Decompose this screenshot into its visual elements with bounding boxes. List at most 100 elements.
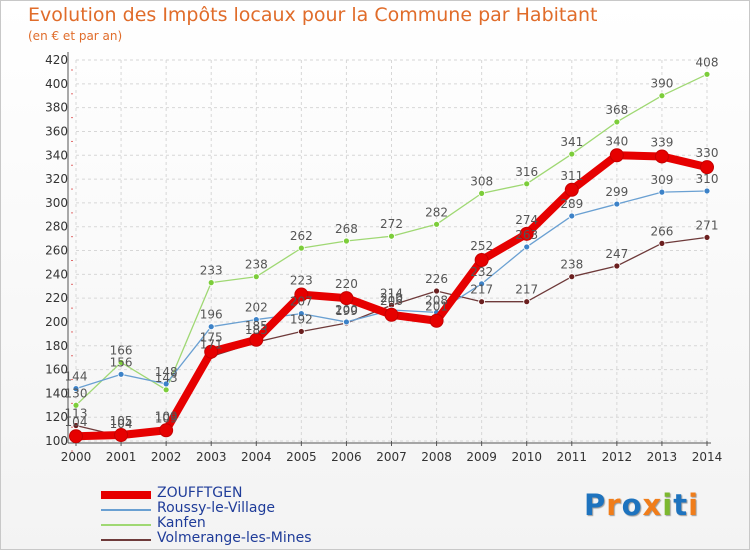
- x-tick-label: 2002: [151, 450, 182, 464]
- y-tick-label: 340: [45, 148, 68, 162]
- data-point: [252, 273, 260, 281]
- data-label-volmerange-les-mines: 226: [425, 272, 448, 286]
- data-label-volmerange-les-mines: 171: [200, 337, 223, 351]
- data-label-zoufftgen: 223: [290, 274, 313, 288]
- data-point: [523, 180, 531, 188]
- data-point: [564, 182, 579, 197]
- data-label-zoufftgen: 220: [335, 277, 358, 291]
- data-label-volmerange-les-mines: 183: [245, 323, 268, 337]
- data-point: [523, 298, 531, 306]
- data-point: [297, 310, 305, 318]
- data-label-kanfen: 143: [155, 371, 178, 385]
- legend-label: Kanfen: [157, 515, 206, 531]
- y-tick-label: 100: [45, 434, 68, 448]
- data-point: [297, 328, 305, 335]
- data-label-roussy-le-village: 156: [110, 355, 133, 369]
- y-tick-label: 240: [45, 267, 68, 281]
- x-tick-label: 2004: [241, 450, 272, 464]
- data-label-kanfen: 166: [110, 343, 133, 357]
- data-point: [613, 118, 621, 126]
- y-tick-label: 180: [45, 339, 68, 353]
- x-tick-label: 2001: [106, 450, 137, 464]
- data-label-zoufftgen: 340: [605, 134, 628, 148]
- data-label-roussy-le-village: 144: [65, 370, 88, 384]
- legend-label: Volmerange-les-Mines: [157, 530, 312, 546]
- data-point: [568, 150, 576, 158]
- data-label-zoufftgen: 274: [515, 213, 538, 227]
- data-label-roussy-le-village: 200: [335, 303, 358, 317]
- data-label-volmerange-les-mines: 214: [380, 286, 403, 300]
- data-label-kanfen: 272: [380, 217, 403, 231]
- data-point: [388, 232, 395, 240]
- y-tick-label: 260: [45, 244, 68, 258]
- data-label-kanfen: 408: [696, 55, 719, 69]
- data-point: [297, 244, 305, 252]
- data-label-kanfen: 238: [245, 258, 268, 272]
- data-point: [207, 323, 215, 331]
- data-point: [72, 385, 80, 393]
- data-point: [72, 422, 80, 429]
- data-label-volmerange-les-mines: 109: [155, 411, 178, 425]
- legend-swatch: [101, 539, 151, 541]
- data-label-volmerange-les-mines: 192: [290, 312, 313, 326]
- data-label-roussy-le-village: 309: [650, 173, 673, 187]
- x-tick-label: 2012: [602, 450, 633, 464]
- data-label-roussy-le-village: 263: [515, 228, 538, 242]
- y-tick-label: 140: [45, 386, 68, 400]
- data-point: [703, 70, 711, 78]
- data-label-kanfen: 233: [200, 264, 223, 278]
- data-label-roussy-le-village: 299: [605, 185, 628, 199]
- data-point: [700, 160, 714, 175]
- data-point: [429, 313, 444, 328]
- x-tick-label: 2005: [286, 450, 317, 464]
- data-label-roussy-le-village: 196: [200, 308, 223, 322]
- data-label-roussy-le-village: 310: [696, 172, 719, 186]
- data-point: [654, 149, 669, 164]
- data-label-kanfen: 282: [425, 205, 448, 219]
- legend-label: Roussy-le-Village: [157, 500, 275, 516]
- logo-letter: i: [662, 488, 674, 522]
- data-point: [474, 253, 489, 268]
- data-point: [204, 344, 219, 359]
- data-point: [609, 148, 624, 163]
- data-point: [568, 212, 576, 220]
- data-label-volmerange-les-mines: 104: [110, 417, 133, 431]
- data-point: [249, 332, 264, 347]
- data-point: [343, 318, 350, 326]
- data-point: [703, 187, 711, 195]
- x-tick-label: 2009: [466, 450, 497, 464]
- legend-swatch: [101, 491, 151, 499]
- data-label-zoufftgen: 185: [245, 319, 268, 333]
- data-label-zoufftgen: 105: [110, 414, 133, 428]
- x-tick-label: 2000: [61, 450, 92, 464]
- data-point: [519, 226, 534, 241]
- data-label-kanfen: 130: [65, 386, 88, 400]
- data-point: [117, 359, 125, 366]
- data-label-volmerange-les-mines: 199: [335, 304, 358, 318]
- data-point: [207, 279, 215, 287]
- data-point: [478, 189, 486, 197]
- logo-letter: o: [621, 488, 643, 522]
- chart-title: Evolution des Impôts locaux pour la Comm…: [28, 4, 598, 26]
- data-point: [703, 234, 711, 241]
- data-point: [252, 316, 260, 323]
- legend-label: ZOUFFTGEN: [157, 485, 243, 501]
- series-layer: [69, 70, 714, 444]
- data-point: [613, 200, 621, 208]
- logo-letter: r: [606, 488, 622, 522]
- x-tick-label: 2007: [376, 450, 407, 464]
- data-point: [117, 370, 125, 378]
- data-label-zoufftgen: 104: [65, 415, 88, 429]
- data-point: [433, 220, 440, 228]
- y-tick-label: 320: [45, 172, 68, 186]
- data-label-volmerange-les-mines: 247: [605, 247, 628, 261]
- data-label-volmerange-les-mines: 113: [65, 407, 88, 421]
- x-tick-label: 2013: [647, 450, 678, 464]
- y-tick-label: 280: [45, 220, 68, 234]
- data-label-kanfen: 390: [650, 77, 673, 91]
- data-label-kanfen: 262: [290, 229, 313, 243]
- data-label-kanfen: 308: [470, 174, 493, 188]
- data-label-roussy-le-village: 207: [290, 295, 313, 309]
